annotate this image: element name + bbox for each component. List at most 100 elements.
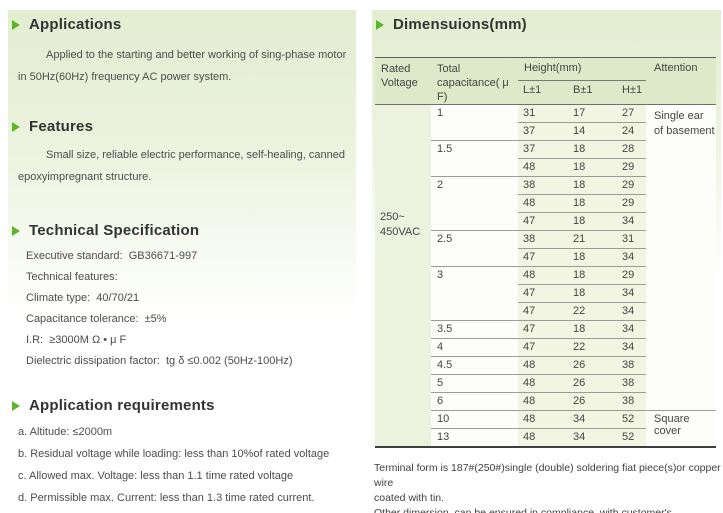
dim-b-cell: 18	[568, 266, 617, 285]
dim-l-cell: 47	[518, 248, 568, 267]
capacitance-cell: 13	[431, 428, 518, 447]
dim-l-cell: 48	[518, 356, 568, 375]
capacitance-cell: 2.5	[431, 230, 518, 267]
dim-l-cell: 38	[518, 230, 568, 249]
dim-b-cell: 18	[568, 212, 617, 231]
header-b: B±1	[568, 80, 617, 106]
dim-h-cell: 34	[617, 212, 647, 231]
table-row: 48 18 29	[375, 194, 716, 213]
dim-b-cell: 26	[568, 356, 617, 375]
dim-h-cell: 29	[617, 266, 647, 285]
features-title: Features	[29, 118, 94, 135]
capacitance-cell: 1.5	[431, 140, 518, 177]
footnotes: Terminal form is 187#(250#)single (doubl…	[374, 461, 721, 513]
dim-b-cell: 14	[568, 122, 617, 141]
dim-l-cell: 37	[518, 140, 568, 159]
dim-h-cell: 38	[617, 374, 647, 393]
technical-specification-title: Technical Specification	[29, 222, 200, 239]
dim-b-cell: 18	[568, 248, 617, 267]
dim-l-cell: 48	[518, 158, 568, 177]
dim-l-cell: 47	[518, 284, 568, 303]
table-row: 6 48 26 38	[375, 392, 716, 411]
dimensions-heading: Dimensuions(mm)	[372, 16, 721, 33]
table-row: 2 38 18 29	[375, 176, 716, 231]
capacitance-cell: 4	[431, 338, 518, 357]
dimensions-title: Dimensuions(mm)	[393, 16, 527, 33]
bullet-arrow-icon	[376, 19, 384, 30]
spec-item: Climate type: 40/70/21	[26, 292, 140, 304]
table-row: 4.5 48 26 38	[375, 356, 716, 375]
dim-b-cell: 22	[568, 302, 617, 321]
dim-b-cell: 26	[568, 392, 617, 411]
dim-b-cell: 21	[568, 230, 617, 249]
features-heading: Features	[8, 118, 356, 135]
terminal-form-note: Terminal form is 187#(250#)single (doubl…	[374, 462, 721, 504]
dim-b-cell: 34	[568, 410, 617, 429]
header-height-group: Height(mm)	[518, 57, 647, 81]
section-applications: Applications	[8, 16, 356, 33]
dim-b-cell: 18	[568, 320, 617, 339]
attention-cell-single-ear: Single ear of basement	[646, 104, 717, 411]
capacitance-cell: 6	[431, 392, 518, 411]
dim-h-cell: 34	[617, 338, 647, 357]
dimensions-table: Rated Voltage Total capacitance( μ F) He…	[375, 57, 717, 448]
spec-item: Technical features:	[26, 271, 118, 283]
header-h: H±1	[617, 80, 647, 106]
dim-b-cell: 34	[568, 428, 617, 447]
requirement-item: b. Residual voltage while loading: less …	[18, 448, 330, 460]
applications-body: Applied to the starting and better worki…	[18, 49, 347, 83]
rated-voltage-cell: 250~ 450VAC	[375, 104, 431, 447]
dim-h-cell: 34	[617, 302, 647, 321]
table-row: 4 47 22 34	[375, 338, 716, 357]
table-row: 48 18 29	[375, 158, 716, 177]
dim-l-cell: 38	[518, 176, 568, 195]
other-dimension-note: Other dimersion can be ensured in compli…	[374, 507, 672, 513]
dim-h-cell: 29	[617, 194, 647, 213]
capacitance-cell: 3	[431, 266, 518, 321]
capacitance-cell: 5	[431, 374, 518, 393]
requirement-item: d. Permissible max. Current: less than 1…	[18, 492, 315, 504]
table-row: 3 48 18 29	[375, 266, 716, 321]
dim-l-cell: 48	[518, 194, 568, 213]
application-requirements-heading: Application requirements	[8, 397, 356, 414]
dim-h-cell: 52	[617, 428, 647, 447]
header-rated-voltage: Rated Voltage	[375, 57, 431, 105]
application-requirements-title: Application requirements	[29, 397, 215, 414]
spec-item: Capacitance tolerance: ±5%	[26, 313, 167, 325]
section-dimensions: Dimensuions(mm)	[372, 16, 721, 33]
technical-specification-list: Executive standard: GB36671-997 Technica…	[8, 246, 356, 372]
dim-h-cell: 34	[617, 284, 647, 303]
bullet-arrow-icon	[12, 19, 20, 30]
section-features: Features	[8, 118, 356, 135]
table-row: 47 18 34	[375, 284, 716, 303]
dim-l-cell: 47	[518, 212, 568, 231]
dim-b-cell: 18	[568, 140, 617, 159]
dim-b-cell: 18	[568, 284, 617, 303]
table-row: 47 22 34	[375, 302, 716, 321]
dim-h-cell: 34	[617, 248, 647, 267]
table-row: 3.5 47 18 34	[375, 320, 716, 339]
dim-b-cell: 18	[568, 194, 617, 213]
requirement-item: a. Altitude: ≤2000m	[18, 426, 113, 438]
table-row: 37 14 24	[375, 122, 716, 141]
dim-l-cell: 48	[518, 374, 568, 393]
dim-l-cell: 37	[518, 122, 568, 141]
dim-h-cell: 31	[617, 230, 647, 249]
table-row: 47 18 34	[375, 212, 716, 231]
dim-h-cell: 52	[617, 410, 647, 429]
applications-heading: Applications	[8, 16, 356, 33]
dim-h-cell: 38	[617, 356, 647, 375]
bullet-arrow-icon	[12, 400, 20, 411]
spec-item: Executive standard: GB36671-997	[26, 250, 198, 262]
capacitance-cell: 3.5	[431, 320, 518, 339]
dim-h-cell: 38	[617, 392, 647, 411]
dim-l-cell: 48	[518, 428, 568, 447]
dim-h-cell: 24	[617, 122, 647, 141]
table-row: 250~ 450VAC 1 31 17 27 Single ear of bas…	[375, 104, 717, 447]
dim-l-cell: 31	[518, 104, 568, 123]
table-row: 13 48 34 52	[375, 428, 716, 447]
left-panel: Applications Applied to the starting and…	[8, 10, 356, 507]
table-row: 10 48 34 52 Square cover	[375, 410, 717, 447]
table-row: 1.5 37 18 28	[375, 140, 716, 177]
